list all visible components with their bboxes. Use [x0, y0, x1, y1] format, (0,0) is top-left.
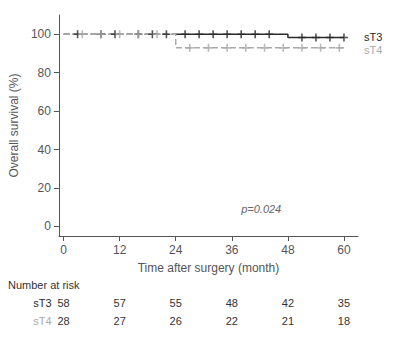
svg-text:20: 20: [38, 181, 52, 195]
svg-text:58: 58: [57, 297, 69, 309]
svg-text:Overall survival (%): Overall survival (%): [7, 73, 21, 177]
svg-text:p=0.024: p=0.024: [240, 203, 281, 215]
svg-text:36: 36: [225, 243, 239, 257]
svg-text:0: 0: [60, 243, 67, 257]
svg-text:48: 48: [281, 243, 295, 257]
svg-text:27: 27: [114, 315, 126, 327]
svg-text:80: 80: [38, 66, 52, 80]
svg-text:Number at risk: Number at risk: [8, 279, 80, 291]
svg-text:40: 40: [38, 143, 52, 157]
svg-text:sT4: sT4: [364, 44, 382, 56]
svg-text:35: 35: [338, 297, 350, 309]
svg-text:sT3: sT3: [33, 297, 51, 309]
svg-text:Time after surgery (month): Time after surgery (month): [138, 261, 280, 275]
svg-text:57: 57: [114, 297, 126, 309]
svg-text:42: 42: [282, 297, 294, 309]
svg-text:60: 60: [337, 243, 351, 257]
svg-text:22: 22: [226, 315, 238, 327]
svg-text:26: 26: [170, 315, 182, 327]
svg-text:55: 55: [170, 297, 182, 309]
svg-text:21: 21: [282, 315, 294, 327]
svg-text:48: 48: [226, 297, 238, 309]
svg-text:12: 12: [113, 243, 127, 257]
svg-text:0: 0: [44, 219, 51, 233]
svg-text:28: 28: [57, 315, 69, 327]
svg-text:18: 18: [338, 315, 350, 327]
svg-text:60: 60: [38, 104, 52, 118]
svg-text:sT4: sT4: [33, 315, 51, 327]
svg-text:24: 24: [169, 243, 183, 257]
svg-text:100: 100: [31, 27, 51, 41]
svg-text:sT3: sT3: [364, 31, 382, 43]
